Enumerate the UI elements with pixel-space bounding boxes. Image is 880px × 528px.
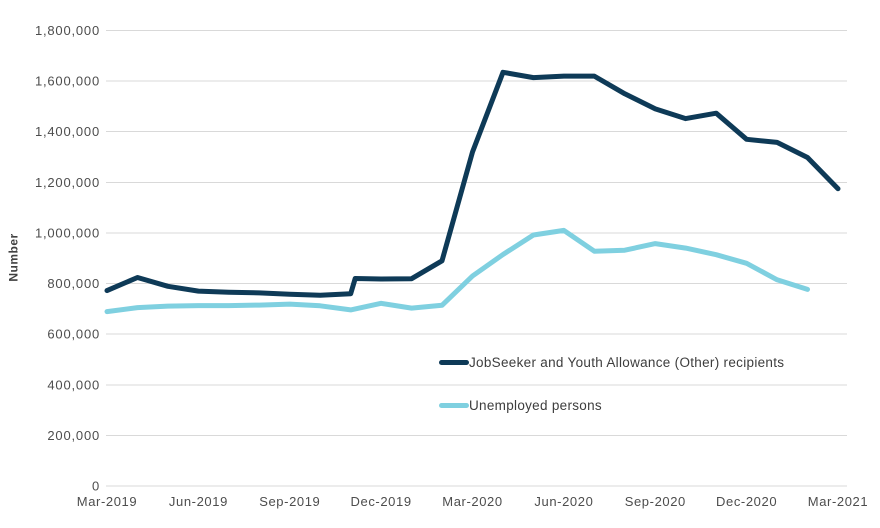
y-tick-label: 400,000: [47, 377, 100, 392]
x-tick-label: Sep-2020: [625, 494, 686, 509]
gridlines: [106, 30, 847, 487]
y-axis-tick-labels: 0 200,000 400,000 600,000 800,000 1,000,000 1,…: [35, 23, 100, 494]
y-tick-label: 1,400,000: [35, 124, 100, 139]
y-tick-label: 1,800,000: [35, 23, 100, 38]
x-tick-label: Dec-2019: [351, 494, 412, 509]
legend-item-unemployed: Unemployed persons: [439, 397, 784, 414]
y-tick-label: 0: [92, 479, 100, 494]
legend-swatch-unemployed: [439, 403, 469, 408]
jobseeker-line: [104, 69, 841, 298]
legend: JobSeeker and Youth Allowance (Other) re…: [439, 354, 784, 414]
legend-label-unemployed: Unemployed persons: [469, 398, 602, 413]
legend-item-jobseeker: JobSeeker and Youth Allowance (Other) re…: [439, 354, 784, 371]
x-tick-label: Mar-2019: [77, 494, 137, 509]
x-tick-label: Jun-2019: [169, 494, 228, 509]
legend-label-jobseeker: JobSeeker and Youth Allowance (Other) re…: [469, 355, 785, 370]
x-tick-label: Sep-2019: [259, 494, 320, 509]
y-tick-label: 1,000,000: [35, 225, 100, 240]
unemployed-line: [104, 227, 810, 315]
y-tick-label: 200,000: [47, 428, 100, 443]
x-axis-tick-labels: Mar-2019 Jun-2019 Sep-2019 Dec-2019 Mar-2020…: [77, 494, 868, 509]
x-tick-label: Dec-2020: [716, 494, 777, 509]
x-tick-label: Jun-2020: [534, 494, 593, 509]
y-tick-label: 1,200,000: [35, 175, 100, 190]
y-tick-label: 1,600,000: [35, 74, 100, 89]
y-tick-label: 600,000: [47, 327, 100, 342]
x-tick-label: Mar-2020: [442, 494, 502, 509]
legend-swatch-jobseeker: [439, 360, 469, 365]
x-tick-label: Mar-2021: [808, 494, 868, 509]
y-tick-label: 800,000: [47, 276, 100, 291]
data-series: [104, 69, 841, 315]
y-axis-title: Number: [6, 233, 21, 282]
